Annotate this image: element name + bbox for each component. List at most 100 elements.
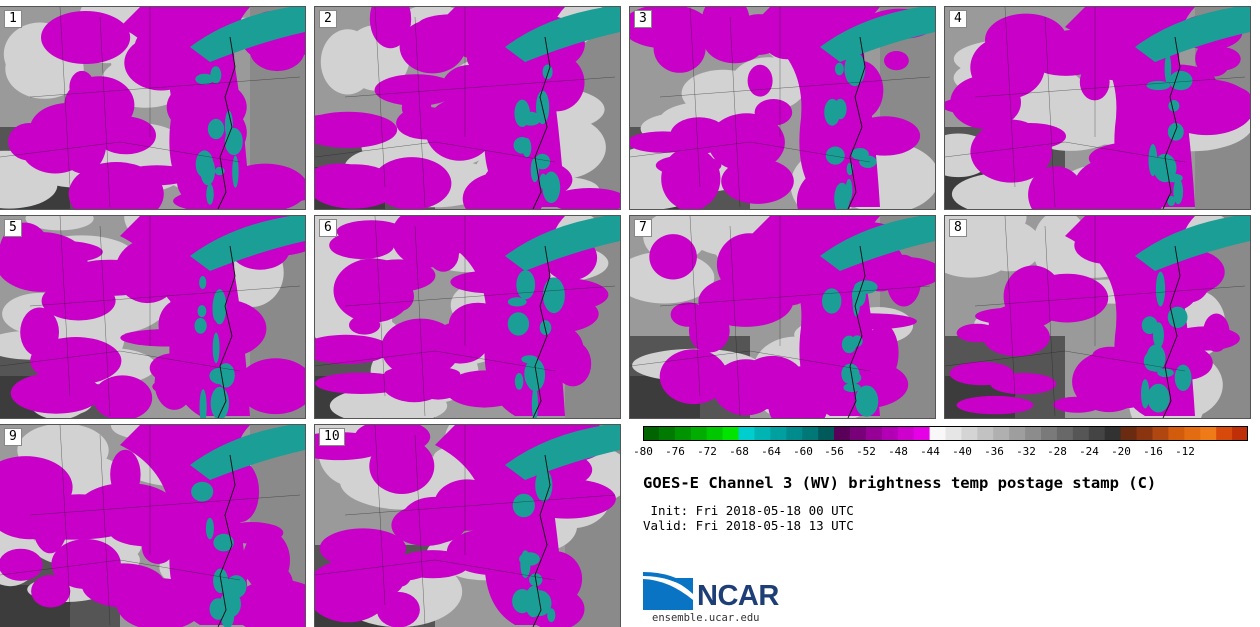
moist-blob [551,188,620,209]
moist-blob [372,157,452,209]
ensemble-panel[interactable]: 4 [944,6,1251,210]
cold-cloud-blob [1173,178,1184,205]
cold-cloud-blob [206,183,214,205]
moist-blob [396,550,470,579]
moist-blob [630,131,699,153]
cold-cloud-blob [547,608,556,623]
state-borders [945,7,1246,208]
moist-blob [747,64,773,97]
cold-cloud-blob [520,111,542,126]
colorbar-swatch [818,426,835,441]
colorbar-border [643,426,1248,441]
tick-label: -60 [793,445,813,458]
colorbar-swatch [913,426,931,441]
cold-cloud-blob [199,276,207,289]
ensemble-panel[interactable]: 6 [314,215,621,419]
state-borders [315,7,616,208]
cold-cloud-blob [207,118,225,140]
colorbar-swatch [1200,426,1217,441]
wv-map [0,216,305,418]
tick-label: -28 [1047,445,1067,458]
coastline [532,454,551,627]
cold-cloud-blob [525,358,546,392]
init-time: Init: Fri 2018-05-18 00 UTC [643,503,854,518]
cold-cloud-blob [1141,316,1158,335]
cold-top-band [505,7,620,62]
colorbar-swatch [1009,426,1026,441]
cold-cloud-blob [542,64,553,80]
moist-blob [333,258,413,323]
ensemble-panel[interactable]: 2 [314,6,621,210]
cold-cloud-blob [205,517,214,540]
cold-cloud-blob [209,367,231,385]
moist-blob [336,220,406,243]
wv-map [315,216,620,418]
cold-cloud-blob [825,146,845,165]
coastline [847,245,866,418]
cold-cloud-blob [525,585,542,618]
cold-cloud-blob [513,137,531,154]
colorbar-swatch [1216,426,1233,441]
ensemble-panel[interactable]: 9 [0,424,306,627]
cold-cloud-blob [212,289,227,325]
cold-cloud-blob [232,155,239,188]
cold-cloud-blob [1146,80,1171,91]
tick-label: -20 [1111,445,1131,458]
colorbar-swatch [1184,426,1201,441]
ensemble-panel[interactable]: 3 [629,6,936,210]
colorbar-swatch [881,426,899,441]
moist-blob [702,7,750,44]
tick-label: -52 [856,445,876,458]
moist-blob [8,123,51,161]
moist-blob [401,93,432,122]
moist-blob [1053,396,1102,413]
moist-blob [970,121,1052,183]
panel-number: 3 [634,10,652,28]
moist-blob [59,112,107,174]
colorbar-swatch [945,426,962,441]
cold-cloud-blob [1167,306,1188,328]
cold-cloud-blob [1169,70,1193,91]
ensemble-panel[interactable]: 1 [0,6,306,210]
moist-blob [260,585,297,603]
cold-cloud-blob [534,153,551,170]
cold-cloud-blob [199,389,207,418]
ensemble-panel[interactable]: 10 [314,424,621,627]
ensemble-panel[interactable]: 8 [944,215,1251,419]
light-gray-blob [977,220,1042,272]
cold-top-band [505,216,620,271]
wv-map [315,425,620,627]
moist-blob [110,449,141,500]
coastline [1162,245,1181,418]
cold-cloud-blob [213,533,234,552]
state-borders [315,425,616,626]
colorbar-swatch [1152,426,1169,441]
panel-number: 2 [319,10,337,28]
panel-number: 8 [949,219,967,237]
colorbar-swatch [961,426,978,441]
wv-map [0,425,305,627]
cold-cloud-blob [516,270,536,300]
colorbar-swatch [977,426,994,441]
cold-cloud-blob [224,110,233,140]
tick-label: -40 [952,445,972,458]
light-gray-blob [0,161,58,209]
panel-number: 1 [4,10,22,28]
colorbar-swatch [690,426,708,441]
moist-blob [982,317,1050,357]
cold-cloud-blob [507,312,530,336]
ensemble-panel[interactable]: 5 [0,215,306,419]
wv-map [315,7,620,209]
cold-cloud-blob [1168,100,1180,112]
panel-number: 4 [949,10,967,28]
moist-blob [95,116,156,155]
moist-blob [85,169,127,192]
tick-label: -64 [761,445,781,458]
moist-blob [712,359,779,416]
colorbar-swatch [1088,426,1106,441]
cold-cloud-blob [1157,368,1174,378]
ensemble-panel[interactable]: 7 [629,215,936,419]
moist-blob [315,111,398,148]
cold-cloud-blob [834,62,844,76]
colorbar-swatch [1104,426,1122,441]
